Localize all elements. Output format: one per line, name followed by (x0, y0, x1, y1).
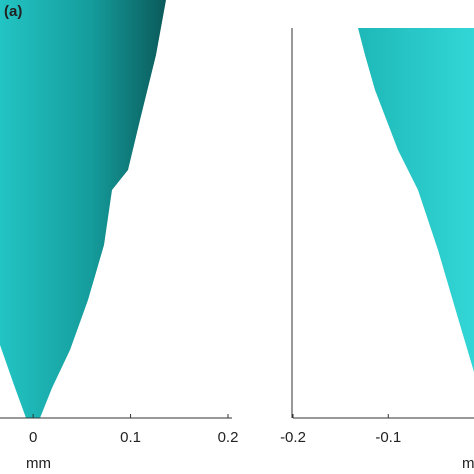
surface-right (358, 28, 474, 372)
x-tick-label: 0.2 (218, 429, 239, 446)
surface-left (0, 0, 166, 418)
x-tick-label: -0.1 (375, 429, 401, 446)
x-tick-label: -0.2 (280, 429, 306, 446)
x-axis-label: mm (26, 455, 51, 472)
x-tick-label: 0.1 (120, 429, 141, 446)
x-tick-label: 0 (29, 429, 37, 446)
panel-label: (a) (4, 3, 22, 20)
x-axis-label: mm (462, 455, 474, 472)
